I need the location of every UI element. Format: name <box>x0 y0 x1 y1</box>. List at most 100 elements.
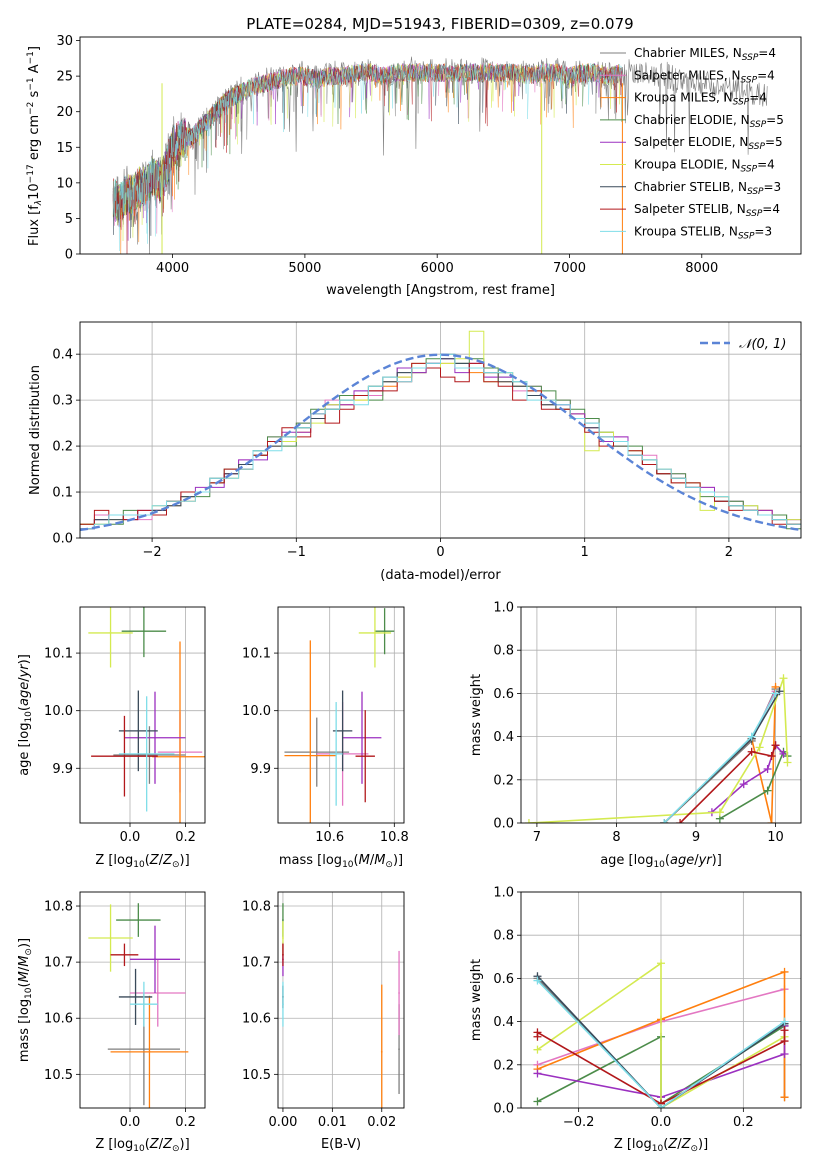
y-axis-label: age [log10(age/yr)] <box>17 654 34 776</box>
y-tick-label: 0.3 <box>52 394 73 409</box>
x-tick-label: 2 <box>725 545 733 560</box>
y-tick-label: 30 <box>56 34 73 49</box>
x-tick-label: 1 <box>581 545 589 560</box>
x-axis-label: wavelength [Angstrom, rest frame] <box>326 283 555 298</box>
y-axis-label: Normed distribution <box>28 365 43 495</box>
weight-marker <box>780 1037 789 1046</box>
weight-marker <box>533 976 542 985</box>
weight-marker <box>747 747 756 756</box>
y-tick-label: 0.0 <box>52 532 73 547</box>
data-point <box>335 752 338 755</box>
y-tick-label: 0.2 <box>493 1058 514 1073</box>
data-point <box>398 1048 400 1050</box>
weight-marker <box>780 1026 789 1035</box>
weight-marker <box>783 758 792 767</box>
legend-entry: Salpeter ELODIE, NSSP=5 <box>634 135 783 152</box>
plot-area <box>524 674 792 823</box>
plot-area <box>88 903 189 1108</box>
x-tick-label: 0.2 <box>175 1115 196 1130</box>
legend-entry: Chabrier STELIB, NSSP=3 <box>634 180 781 197</box>
plot-area <box>282 903 400 1108</box>
data-point <box>364 755 367 758</box>
weight-marker <box>715 808 724 817</box>
y-tick-label: 9.9 <box>52 762 73 777</box>
y-tick-label: 10.7 <box>242 956 271 971</box>
weight-marker <box>779 674 788 683</box>
y-tick-label: 1.0 <box>493 601 514 616</box>
data-point <box>137 729 140 732</box>
y-tick-label: 0.4 <box>493 1015 514 1030</box>
plot-area <box>533 959 789 1108</box>
x-axis-label: Z [log10(Z/Z⊙)] <box>614 1137 708 1154</box>
mass-vs-extinction-panel: 0.00 0.01 0.02 10.5 10.6 10.7 10.8 E(B-V) <box>242 891 405 1152</box>
weight-marker <box>771 741 780 750</box>
x-tick-label: 0.0 <box>651 1115 672 1130</box>
weight-marker <box>771 689 780 698</box>
weight-marker <box>780 1017 789 1026</box>
data-point <box>123 755 126 758</box>
age-vs-metallicity-panel: 0.0 0.2 9.9 10.0 10.1 Z [log10(Z/Z⊙)] age [log… <box>17 606 206 870</box>
data-point <box>309 754 312 757</box>
weight-marker <box>533 1097 542 1106</box>
y-tick-label: 0.8 <box>493 929 514 944</box>
x-tick-label: 0.2 <box>733 1115 754 1130</box>
weight-vs-metallicity-panel: −0.2 0.0 0.2 0.0 0.2 0.4 0.6 0.8 1.0 Z [log10(Z/Z… <box>469 886 802 1154</box>
weight-marker <box>755 743 764 752</box>
y-tick-label: 0.2 <box>52 440 73 455</box>
x-tick-label: 10.6 <box>315 830 344 845</box>
y-tick-label: 0.8 <box>493 644 514 659</box>
x-tick-label: 4000 <box>156 261 189 276</box>
spectrum-model-line <box>112 62 622 252</box>
axes-frame <box>277 891 405 1109</box>
data-point <box>315 751 318 754</box>
weight-marker <box>763 765 772 773</box>
weight-marker <box>739 780 748 789</box>
x-tick-label: 7 <box>533 830 541 845</box>
data-point <box>341 729 344 732</box>
y-tick-label: 0 <box>65 248 73 263</box>
x-tick-label: 7000 <box>553 261 586 276</box>
x-tick-label: 10 <box>767 830 784 845</box>
weight-marker <box>747 732 756 741</box>
y-tick-label: 1.0 <box>493 886 514 901</box>
axes-frame <box>79 606 206 824</box>
y-tick-label: 0.0 <box>493 1102 514 1117</box>
x-tick-label: 8000 <box>685 261 718 276</box>
legend-entry: Kroupa STELIB, NSSP=3 <box>634 224 772 241</box>
x-tick-label: 0 <box>436 545 444 560</box>
x-tick-label: −1 <box>287 545 306 560</box>
legend-entry: Chabrier MILES, NSSP=4 <box>634 46 776 63</box>
weight-line <box>536 975 785 1108</box>
y-tick-label: 10.5 <box>242 1068 271 1083</box>
x-tick-label: 5000 <box>288 261 321 276</box>
residual-histogram-panel: −2 −1 0 1 2 0.0 0.1 0.2 0.3 0.4 (data-model)/error… <box>28 321 802 583</box>
y-tick-label: 0.6 <box>493 687 514 702</box>
y-tick-label: 0.0 <box>493 817 514 832</box>
age-vs-mass-panel: 10.6 10.8 9.9 10.0 10.1 mass [log10(M/M⊙)] <box>242 606 409 870</box>
data-point <box>142 630 145 633</box>
weight-marker <box>779 749 788 758</box>
weight-marker <box>533 1069 542 1078</box>
x-tick-label: 0.01 <box>318 1115 347 1130</box>
weight-marker <box>533 1045 542 1054</box>
y-tick-label: 0.1 <box>52 486 73 501</box>
y-tick-label: 20 <box>56 105 73 120</box>
spectrum-legend: Chabrier MILES, NSSP=4 Salpeter MILES, NS… <box>600 46 784 241</box>
y-tick-label: 9.9 <box>250 762 271 777</box>
y-tick-label: 15 <box>56 141 73 156</box>
y-tick-label: 0.4 <box>493 730 514 745</box>
data-point <box>109 632 112 634</box>
x-tick-label: 10.8 <box>380 830 409 845</box>
data-point <box>123 953 126 956</box>
x-tick-label: 9 <box>692 830 700 845</box>
data-point <box>374 632 376 634</box>
y-tick-label: 10.0 <box>242 704 271 719</box>
data-point <box>398 992 400 994</box>
plot-area <box>80 330 801 538</box>
weight-marker <box>660 819 669 823</box>
axes-frame <box>520 606 802 824</box>
y-tick-label: 10.5 <box>44 1068 73 1083</box>
y-axis-label: Flux [fλ10−17 erg cm−2 s−1 A−1] <box>26 46 44 246</box>
data-point <box>148 754 151 756</box>
weight-marker <box>780 1093 789 1102</box>
